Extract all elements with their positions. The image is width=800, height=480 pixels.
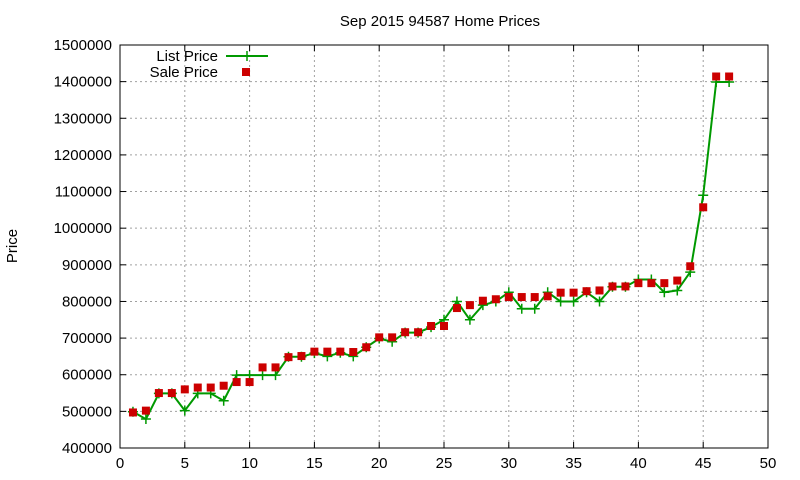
point-sale-price [569, 288, 578, 297]
x-tick-label: 20 [371, 455, 388, 472]
point-list-price [659, 287, 670, 298]
point-sale-price [530, 293, 539, 302]
point-sale-price [414, 328, 423, 337]
y-tick-label: 700000 [62, 330, 112, 347]
point-sale-price [180, 385, 189, 394]
point-sale-price [375, 333, 384, 342]
point-sale-price [465, 301, 474, 310]
y-tick-label: 1300000 [54, 110, 112, 127]
point-sale-price [154, 389, 163, 398]
point-sale-price [621, 282, 630, 291]
y-tick-label: 900000 [62, 257, 112, 274]
y-tick-label: 500000 [62, 403, 112, 420]
point-list-price [140, 414, 151, 425]
point-list-price [698, 190, 709, 201]
point-sale-price [427, 322, 436, 331]
point-list-price [257, 370, 268, 381]
point-list-price [464, 314, 475, 325]
point-sale-price [141, 406, 150, 415]
point-list-price [218, 395, 229, 406]
point-sale-price [504, 293, 513, 302]
point-sale-price [310, 347, 319, 356]
point-sale-price [686, 262, 695, 271]
point-sale-price [271, 363, 280, 372]
chart-title: Sep 2015 94587 Home Prices [340, 13, 540, 30]
point-sale-price [349, 348, 358, 357]
x-tick-label: 30 [500, 455, 517, 472]
point-sale-price [258, 363, 267, 372]
series-line-list-price [132, 81, 730, 421]
x-tick-label: 45 [695, 455, 712, 472]
point-sale-price [699, 203, 708, 212]
legend: List Price Sale Price [150, 48, 268, 81]
point-sale-price [647, 279, 656, 288]
y-tick-label: 600000 [62, 367, 112, 384]
point-list-price [179, 405, 190, 416]
x-tick-label: 10 [241, 455, 258, 472]
point-sale-price [167, 389, 176, 398]
point-sale-price [595, 286, 604, 295]
x-tick-label: 25 [436, 455, 453, 472]
point-sale-price [491, 295, 500, 304]
point-sale-price [388, 333, 397, 342]
point-sale-price [608, 282, 617, 291]
legend-marker-list-price [242, 51, 252, 61]
x-tick-label: 5 [181, 455, 189, 472]
point-sale-price [219, 381, 228, 390]
point-list-price [555, 296, 566, 307]
y-tick-label: 1200000 [54, 147, 112, 164]
point-sale-price [323, 347, 332, 356]
y-axis-label: Price [4, 229, 21, 263]
y-tick-label: 800000 [62, 293, 112, 310]
point-sale-price [336, 347, 345, 356]
point-list-price [672, 285, 683, 296]
point-sale-price [284, 353, 293, 362]
point-sale-price [673, 276, 682, 285]
legend-label-sale-price: Sale Price [150, 64, 218, 81]
point-sale-price [725, 72, 734, 81]
y-tick-label: 1000000 [54, 220, 112, 237]
x-tick-label: 15 [306, 455, 323, 472]
grid [120, 45, 768, 448]
point-sale-price [660, 279, 669, 288]
point-sale-price [245, 378, 254, 387]
legend-marker-sale-price [242, 68, 250, 76]
point-sale-price [206, 383, 215, 392]
point-sale-price [517, 293, 526, 302]
point-sale-price [556, 288, 565, 297]
point-list-price [270, 370, 281, 381]
point-sale-price [712, 72, 721, 81]
x-tick-label: 50 [760, 455, 777, 472]
point-sale-price [543, 292, 552, 301]
point-list-price [516, 303, 527, 314]
y-tick-label: 1400000 [54, 74, 112, 91]
axes: 0 5 10 15 20 25 30 35 40 45 50 400000 500000 600000 70… [54, 37, 777, 472]
point-sale-price [193, 383, 202, 392]
point-sale-price [128, 408, 137, 417]
point-sale-price [582, 287, 591, 296]
y-tick-label: 400000 [62, 440, 112, 457]
point-sale-price [297, 352, 306, 361]
y-tick-label: 1100000 [55, 184, 112, 201]
point-sale-price [452, 304, 461, 313]
point-list-price [568, 296, 579, 307]
legend-label-list-price: List Price [156, 48, 218, 65]
point-sale-price [401, 328, 410, 337]
point-sale-price [634, 279, 643, 288]
point-sale-price [440, 322, 448, 331]
x-tick-label: 35 [565, 455, 582, 472]
point-list-price [594, 296, 605, 307]
x-tick-label: 40 [630, 455, 647, 472]
point-list-price [529, 303, 540, 314]
point-sale-price [478, 296, 487, 305]
point-sale-price [232, 378, 241, 387]
y-tick-label: 1500000 [54, 37, 112, 54]
x-tick-label: 0 [116, 455, 124, 472]
point-sale-price [362, 343, 371, 352]
series-layer [127, 72, 735, 425]
